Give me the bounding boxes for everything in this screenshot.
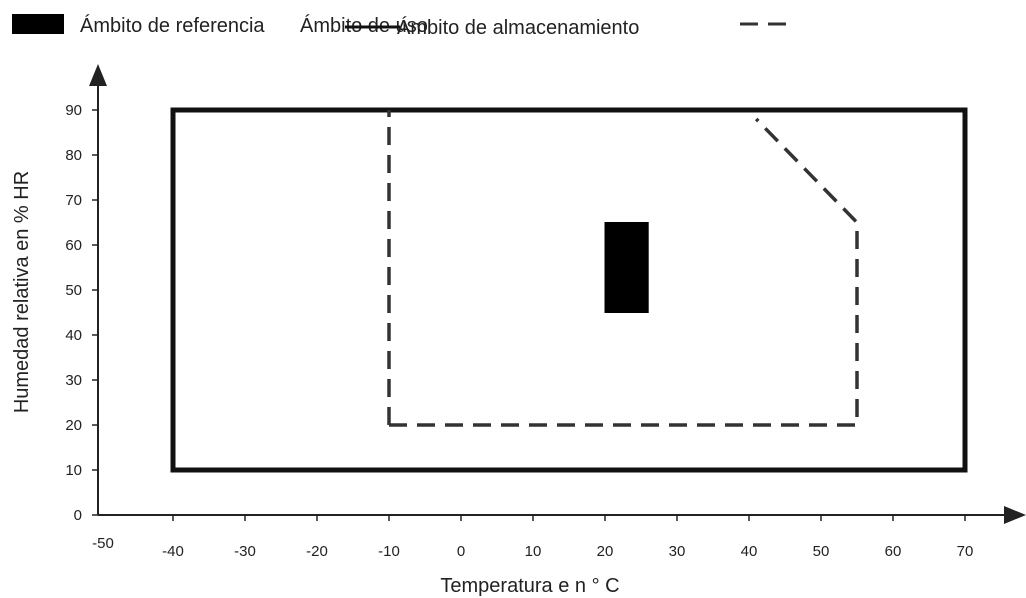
x-tick-label: -10: [378, 543, 400, 560]
legend-swatch-referencia: [12, 14, 64, 34]
y-tick-label: 70: [65, 192, 82, 209]
x-tick-label: 10: [525, 543, 542, 560]
y-ticks: 0 10 20 30 40 50 60 70 80 90: [65, 102, 98, 524]
axes: [89, 64, 1026, 524]
x-tick-label: 30: [669, 543, 686, 560]
x-tick-label: 50: [813, 543, 830, 560]
x-tick-label: -40: [162, 543, 184, 560]
x-axis-title: Temperatura e n ° C: [440, 575, 619, 597]
series-ambito-almacenamiento: [389, 117, 859, 427]
y-tick-label: 20: [65, 417, 82, 434]
x-axis-arrow: [1004, 506, 1026, 524]
y-tick-label: 80: [65, 147, 82, 164]
y-axis-title: Humedad relativa en % HR: [11, 171, 33, 413]
x-tick-label: 60: [885, 543, 902, 560]
legend-label-referencia: Ámbito de referencia: [80, 14, 265, 37]
legend: Ámbito de referencia Ámbito de uso Ámbit…: [12, 14, 788, 39]
series-ambito-uso: [170, 107, 968, 473]
x-tick-label: 40: [741, 543, 758, 560]
y-tick-label: 50: [65, 282, 82, 299]
x-tick-label: 20: [597, 543, 614, 560]
legend-label-almacenamiento: Ámbito de almacenamiento: [397, 16, 639, 39]
x-ticks: -50 -40 -30 -20 -10 0 10 20 30 40 50 60 70: [92, 515, 973, 560]
x-tick-label: -50: [92, 535, 114, 552]
x-tick-label: 0: [457, 543, 465, 560]
y-tick-label: 10: [65, 462, 82, 479]
x-tick-label: -20: [306, 543, 328, 560]
x-tick-label: 70: [957, 543, 974, 560]
y-tick-label: 90: [65, 102, 82, 119]
y-axis-arrow: [89, 64, 107, 86]
y-tick-label: 30: [65, 372, 82, 389]
y-tick-label: 40: [65, 327, 82, 344]
y-tick-label: 60: [65, 237, 82, 254]
series-layer: [170, 107, 968, 473]
x-tick-label: -30: [234, 543, 256, 560]
series-ambito-referencia: [604, 222, 649, 313]
y-tick-label: 0: [74, 507, 82, 524]
